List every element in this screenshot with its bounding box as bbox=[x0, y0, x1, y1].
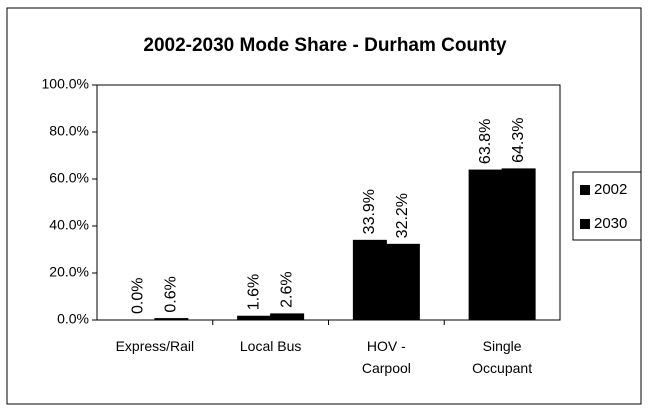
value-label: 0.6% bbox=[163, 276, 180, 312]
bar bbox=[237, 315, 272, 321]
y-tick-label: 40.0% bbox=[49, 217, 89, 233]
bar bbox=[385, 243, 420, 321]
bar bbox=[352, 239, 387, 321]
legend-label: 2002 bbox=[594, 181, 627, 198]
bar bbox=[501, 168, 536, 321]
x-tick-label: HOV - Carpool bbox=[361, 338, 411, 376]
value-label: 0.0% bbox=[130, 278, 147, 314]
bar bbox=[468, 169, 503, 321]
chart-frame bbox=[6, 7, 642, 405]
x-tick-label: Local Bus bbox=[239, 338, 302, 354]
y-tick-label: 20.0% bbox=[49, 264, 89, 280]
bar bbox=[270, 313, 305, 321]
value-label: 63.8% bbox=[477, 119, 494, 164]
y-tick-label: 100.0% bbox=[42, 76, 89, 92]
y-tick-label: 0.0% bbox=[57, 311, 89, 327]
legend-label: 2030 bbox=[594, 215, 627, 232]
value-label: 32.2% bbox=[394, 193, 411, 238]
x-tick-label: Single Occupant bbox=[472, 338, 533, 376]
bar bbox=[154, 318, 189, 321]
legend-swatch bbox=[580, 185, 590, 195]
value-label: 64.3% bbox=[510, 118, 527, 163]
value-label: 33.9% bbox=[361, 189, 378, 234]
value-label: 1.6% bbox=[245, 274, 262, 310]
legend-swatch bbox=[580, 219, 590, 229]
x-tick-label: Express/Rail bbox=[115, 338, 195, 354]
chart-title: 2002-2030 Mode Share - Durham County bbox=[143, 35, 507, 56]
value-label: 2.6% bbox=[278, 271, 295, 307]
y-tick-label: 80.0% bbox=[49, 123, 89, 139]
y-tick-label: 60.0% bbox=[49, 170, 89, 186]
